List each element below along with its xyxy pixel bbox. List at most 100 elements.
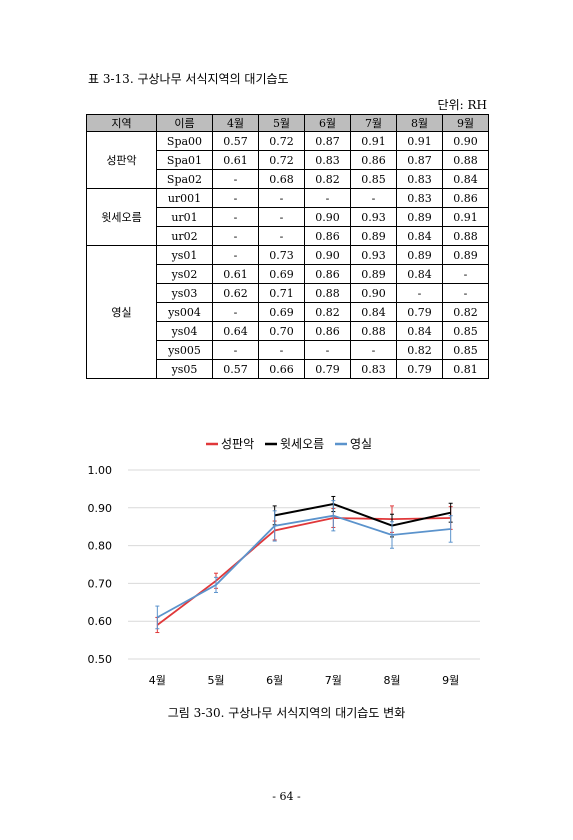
table-row: ys004-0.69 0.82 0.84 0.79 0.82 xyxy=(87,302,489,322)
value-cell: 0.73 xyxy=(258,245,305,265)
value-cell: - xyxy=(212,188,259,208)
site-name-cell: ys005 xyxy=(156,340,213,360)
header-cell: 6월 xyxy=(304,114,351,132)
x-tick-label: 6월 xyxy=(266,674,283,687)
value-cell: 0.84 xyxy=(350,302,397,322)
table-row: ys04 0.64 0.70 0.86 0.88 0.84 0.85 xyxy=(87,321,489,341)
value-cell: 0.79 xyxy=(304,359,351,379)
value-cell: 0.86 xyxy=(304,321,351,341)
x-tick-label: 5월 xyxy=(207,674,224,687)
y-tick-label: 0.50 xyxy=(88,653,113,666)
y-tick-label: 0.90 xyxy=(88,502,113,515)
value-cell: 0.79 xyxy=(396,359,443,379)
x-tick-label: 4월 xyxy=(149,674,166,687)
site-name-cell: ur01 xyxy=(156,207,213,227)
value-cell: 0.69 xyxy=(258,264,305,284)
value-cell: 0.79 xyxy=(396,302,443,322)
x-tick-label: 9월 xyxy=(442,674,459,687)
table-row: 윗세오름 ur001- - - -0.83 0.86 xyxy=(86,188,489,246)
value-cell: 0.68 xyxy=(258,169,305,189)
site-name-cell: ys04 xyxy=(156,321,213,341)
table-body: 성판악 Spa00 0.57 0.72 0.87 0.91 0.91 0.90 Spa01 0.6… xyxy=(86,131,489,379)
value-cell: 0.93 xyxy=(350,245,397,265)
value-cell: 0.89 xyxy=(350,226,397,246)
site-name-cell: ys004 xyxy=(156,302,213,322)
value-cell: 0.64 xyxy=(212,321,259,341)
legend-label: 성판악 xyxy=(221,437,254,451)
value-cell: - xyxy=(258,226,305,246)
humidity-line-chart: 0.50 0.60 0.70 0.80 0.90 1.00 4월 5월 6월 7월 8월 9월 성판악 윗… xyxy=(88,436,480,687)
value-cell: 0.66 xyxy=(258,359,305,379)
value-cell: 0.69 xyxy=(258,302,305,322)
site-name-cell: Spa00 xyxy=(156,131,213,151)
value-cell: - xyxy=(304,340,351,360)
region-cell: 윗세오름 xyxy=(86,188,157,246)
value-cell: 0.88 xyxy=(442,226,489,246)
site-name-cell: ys01 xyxy=(156,245,213,265)
value-cell: 0.72 xyxy=(258,150,305,170)
y-tick-label: 0.60 xyxy=(88,615,113,628)
y-tick-label: 0.80 xyxy=(88,540,113,553)
value-cell: 0.90 xyxy=(304,207,351,227)
region-cell: 성판악 xyxy=(86,131,157,189)
value-cell: 0.83 xyxy=(396,169,443,189)
page-number: - 64 - xyxy=(272,790,301,803)
value-cell: - xyxy=(442,283,489,303)
table-header-row: 지역 이름 4월 5월 6월 7월 8월 9월 xyxy=(86,114,489,132)
value-cell: - xyxy=(212,226,259,246)
table-row: ys05 0.57 0.66 0.79 0.83 0.79 0.81 xyxy=(87,359,489,379)
value-cell: 0.90 xyxy=(350,283,397,303)
value-cell: 0.88 xyxy=(304,283,351,303)
value-cell: 0.86 xyxy=(304,264,351,284)
value-cell: 0.86 xyxy=(442,188,489,208)
table-unit: 단위: RH xyxy=(437,98,487,112)
value-cell: 0.82 xyxy=(304,169,351,189)
value-cell: 0.89 xyxy=(396,207,443,227)
value-cell: - xyxy=(442,264,489,284)
table-row: 영실 ys01-0.73 0.90 0.93 0.89 0.89 xyxy=(86,245,489,379)
value-cell: - xyxy=(212,207,259,227)
value-cell: 0.93 xyxy=(350,207,397,227)
legend-label: 윗세오름 xyxy=(280,436,324,451)
value-cell: 0.72 xyxy=(258,131,305,151)
value-cell: 0.91 xyxy=(396,131,443,151)
value-cell: 0.85 xyxy=(350,169,397,189)
x-tick-label: 8월 xyxy=(383,674,400,687)
humidity-table: 지역 이름 4월 5월 6월 7월 8월 9월 성판악 Spa00 0.57 0.72 0.87 0.9… xyxy=(86,114,489,379)
value-cell: 0.71 xyxy=(258,283,305,303)
series-line xyxy=(156,514,451,619)
value-cell: 0.61 xyxy=(212,264,259,284)
value-cell: 0.88 xyxy=(442,150,489,170)
value-cell: 0.91 xyxy=(350,131,397,151)
value-cell: - xyxy=(396,283,443,303)
y-tick-label: 1.00 xyxy=(88,464,113,477)
table-row: 성판악 Spa00 0.57 0.72 0.87 0.91 0.91 0.90 xyxy=(86,131,489,189)
header-cell: 4월 xyxy=(212,114,259,132)
site-name-cell: ys02 xyxy=(156,264,213,284)
value-cell: 0.90 xyxy=(442,131,489,151)
series-line xyxy=(274,502,451,527)
value-cell: 0.84 xyxy=(396,321,443,341)
value-cell: - xyxy=(304,188,351,208)
value-cell: - xyxy=(212,340,259,360)
value-cell: - xyxy=(258,340,305,360)
value-cell: 0.86 xyxy=(350,150,397,170)
value-cell: - xyxy=(258,207,305,227)
value-cell: 0.61 xyxy=(212,150,259,170)
value-cell: 0.81 xyxy=(442,359,489,379)
value-cell: 0.84 xyxy=(396,264,443,284)
table-row: Spa01 0.61 0.72 0.83 0.86 0.87 0.88 xyxy=(87,150,489,170)
value-cell: 0.85 xyxy=(442,321,489,341)
site-name-cell: ys05 xyxy=(156,359,213,379)
header-cell: 9월 xyxy=(442,114,489,132)
value-cell: - xyxy=(212,302,259,322)
value-cell: 0.57 xyxy=(212,359,259,379)
table-row: ys03 0.62 0.71 0.88 0.90- - xyxy=(87,283,489,303)
value-cell: 0.89 xyxy=(396,245,443,265)
legend-label: 영실 xyxy=(350,437,372,451)
site-name-cell: Spa02 xyxy=(156,169,213,189)
value-cell: - xyxy=(258,188,305,208)
value-cell: 0.83 xyxy=(396,188,443,208)
value-cell: - xyxy=(212,245,259,265)
site-name-cell: ys03 xyxy=(156,283,213,303)
